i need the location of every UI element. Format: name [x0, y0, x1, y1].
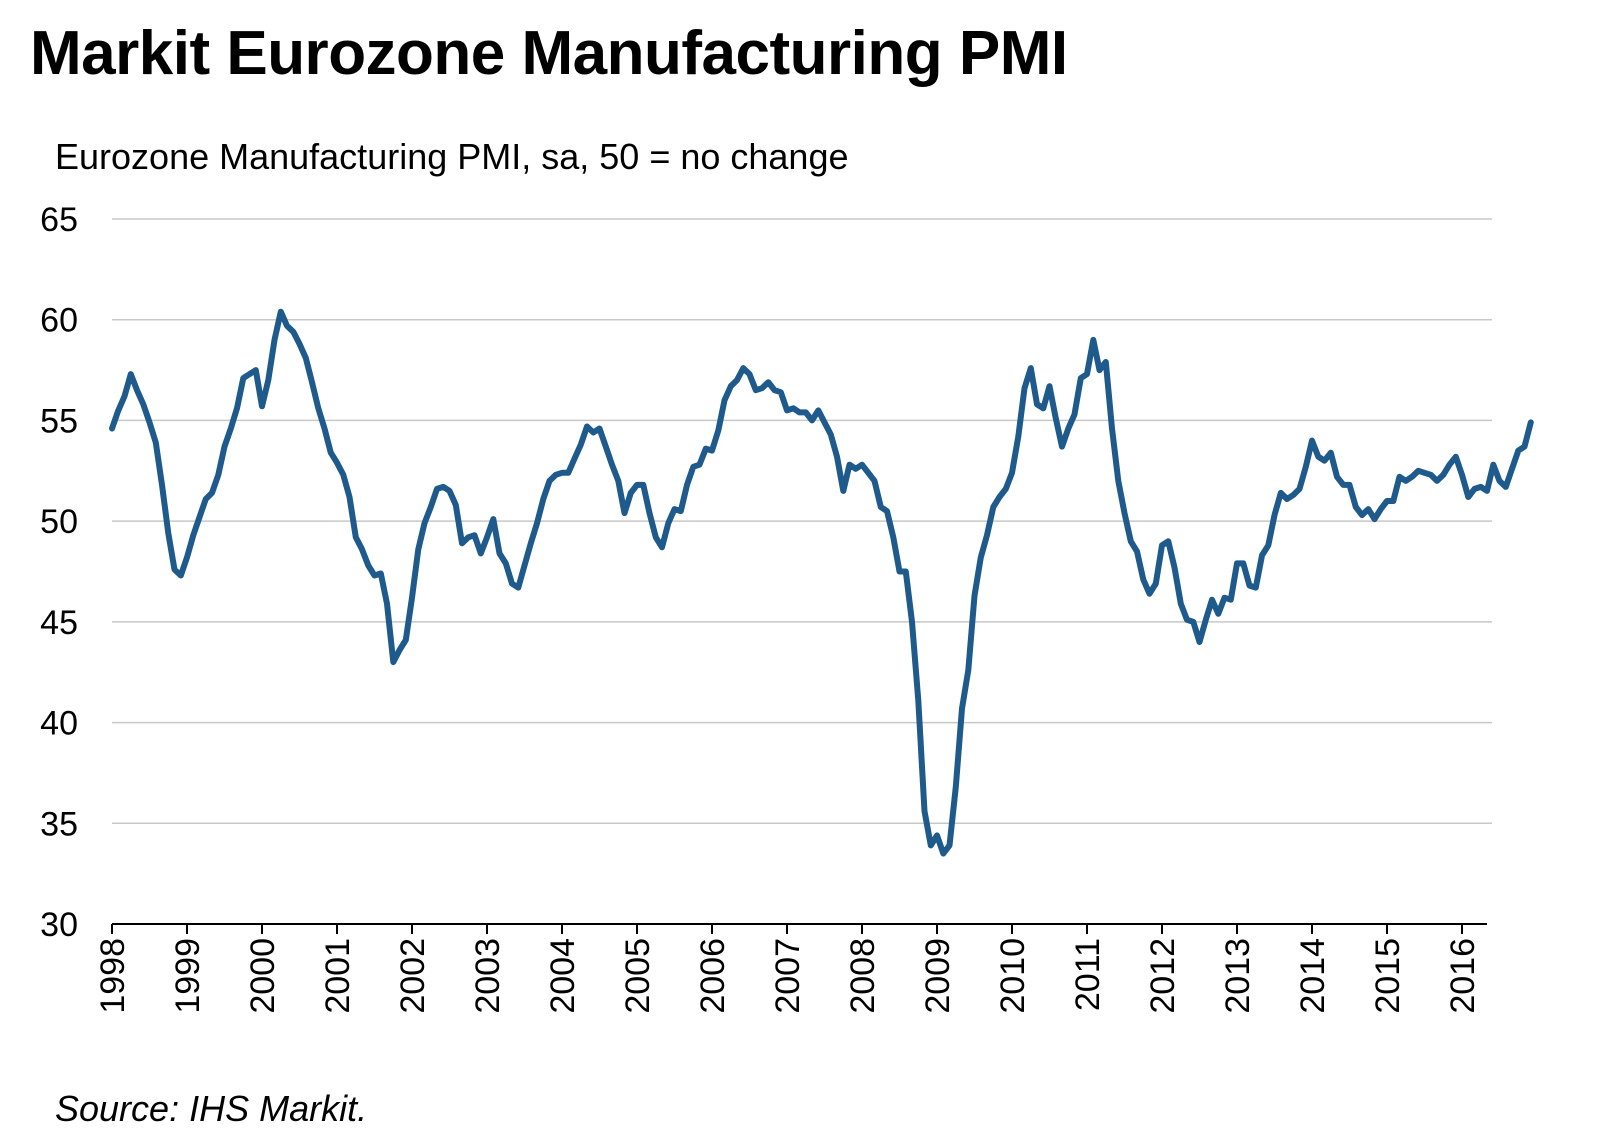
x-tick-label: 2011 — [1069, 938, 1107, 1011]
series-line-pmi — [109, 308, 1534, 857]
x-tick-label: 2015 — [1369, 938, 1407, 1014]
x-tick-label: 2008 — [844, 938, 882, 1014]
x-tick-label: 2000 — [244, 938, 282, 1014]
plot-area — [109, 308, 1534, 857]
x-tick-label: 2006 — [694, 938, 732, 1014]
chart-subtitle: Eurozone Manufacturing PMI, sa, 50 = no … — [55, 136, 849, 177]
x-tick-label: 2013 — [1219, 938, 1257, 1014]
gridlines — [112, 218, 1492, 825]
y-tick-label: 65 — [40, 201, 78, 239]
y-tick-label: 30 — [40, 906, 78, 944]
x-tick-label: 2005 — [619, 938, 657, 1014]
x-tick-label: 2001 — [319, 938, 357, 1014]
x-tick-label: 2012 — [1144, 938, 1182, 1014]
y-axis: 30 35 40 45 50 55 60 65 — [40, 201, 78, 944]
x-axis: 1998 1999 2000 2001 2002 2003 2004 2005 2006 2007… — [94, 923, 1487, 1014]
y-tick-label: 50 — [40, 503, 78, 541]
x-tick-label: 1999 — [169, 938, 207, 1014]
chart-title: Markit Eurozone Manufacturing PMI — [30, 19, 1068, 88]
x-tick-label: 2007 — [769, 938, 807, 1014]
source-note: Source: IHS Markit. — [55, 1088, 368, 1129]
y-tick-label: 55 — [40, 402, 78, 440]
x-tick-label: 2003 — [469, 938, 507, 1014]
x-tick-label: 2009 — [919, 938, 957, 1014]
y-tick-label: 35 — [40, 805, 78, 843]
x-tick-label: 2014 — [1294, 938, 1332, 1014]
x-tick-label: 2004 — [544, 938, 582, 1014]
x-tick-label: 1998 — [94, 938, 132, 1014]
y-tick-label: 60 — [40, 302, 78, 340]
x-tick-label: 2016 — [1444, 938, 1482, 1014]
y-tick-label: 45 — [40, 604, 78, 642]
x-tick-label: 2010 — [994, 938, 1032, 1014]
y-tick-label: 40 — [40, 705, 78, 743]
x-tick-label: 2002 — [394, 938, 432, 1014]
